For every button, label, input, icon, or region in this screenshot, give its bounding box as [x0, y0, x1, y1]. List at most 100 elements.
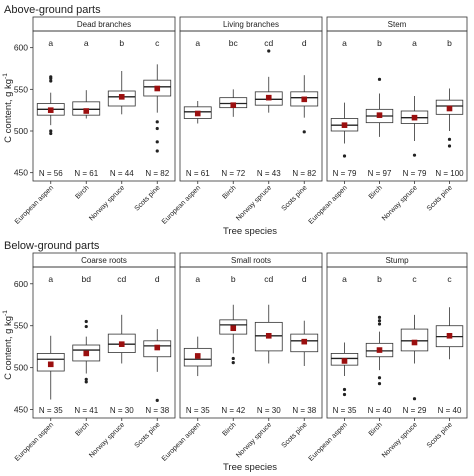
significance-letter: a — [48, 274, 53, 284]
sample-size-label: N = 82 — [292, 169, 316, 178]
significance-letter: a — [84, 38, 89, 48]
sample-size-label: N = 40 — [438, 406, 462, 415]
sample-size-label: N = 38 — [292, 406, 316, 415]
x-tick-label: Scots pine — [281, 184, 309, 212]
x-tick-label: European aspen — [14, 421, 55, 462]
y-axis-label-text: C content, g kg — [3, 79, 14, 143]
outlier-point — [155, 120, 159, 124]
x-tick-label: Birch — [74, 421, 90, 437]
outlier-point — [412, 397, 417, 401]
significance-letter: a — [342, 38, 347, 48]
sample-size-label: N = 35 — [333, 406, 357, 415]
mean-marker — [118, 341, 125, 347]
outlier-point — [84, 319, 88, 324]
sample-size-label: N = 97 — [368, 169, 392, 178]
x-tick-label: European aspen — [161, 184, 202, 225]
x-tick-label: Norway spruce — [381, 184, 419, 222]
sample-size-label: N = 30 — [110, 406, 134, 415]
panel-frame — [326, 30, 468, 182]
panel-strip-label: Stem — [388, 20, 407, 29]
sample-size-label: N = 79 — [333, 169, 357, 178]
box-european-aspen: a N = 35 European aspen — [308, 274, 359, 463]
chart-0: Above-ground parts C content, g kg-1 450 50… — [2, 4, 468, 237]
outlier-point — [49, 131, 53, 136]
panel-2: Stump a N = 35 European aspen b N = 40 Birch c N… — [308, 252, 468, 463]
y-axis-label-superscript: -1 — [2, 73, 9, 79]
x-tick-label: Scots pine — [134, 421, 162, 449]
outlier-point — [377, 319, 382, 323]
significance-letter: c — [155, 38, 160, 48]
sample-size-label: N = 56 — [39, 169, 63, 178]
x-tick-label: Birch — [368, 184, 384, 200]
y-tick-label: 450 — [14, 405, 28, 415]
x-tick-label: European aspen — [308, 421, 349, 462]
y-axis-label: C content, g kg-1 — [2, 310, 14, 380]
y-axis-label-text: C content, g kg — [3, 316, 14, 380]
panel-strip-label: Coarse roots — [81, 256, 127, 265]
sample-size-label: N = 43 — [257, 169, 281, 178]
box-norway-spruce: a N = 79 Norway spruce — [381, 38, 429, 222]
box-norway-spruce: cd N = 30 Norway spruce — [235, 274, 283, 459]
y-axis-label-superscript: -1 — [2, 310, 9, 316]
outlier-point — [84, 324, 88, 329]
x-tick-label: Scots pine — [281, 421, 309, 449]
mean-marker — [265, 332, 272, 339]
mean-marker — [376, 112, 383, 118]
mean-marker — [194, 353, 201, 359]
outlier-point — [84, 380, 88, 384]
mean-marker — [376, 347, 383, 353]
box-birch: b N = 40 Birch — [365, 274, 394, 438]
x-axis-label: Tree species — [223, 462, 277, 473]
outlier-point — [49, 129, 53, 133]
significance-letter: d — [155, 274, 160, 284]
box-scots-pine: b N = 100 Scots pine — [426, 38, 464, 213]
outlier-point — [231, 361, 235, 365]
significance-letter: d — [302, 274, 307, 284]
significance-letter: a — [412, 38, 417, 48]
mean-marker — [411, 114, 418, 121]
x-tick-label: Birch — [221, 184, 237, 200]
significance-letter: bc — [229, 38, 239, 48]
sample-size-label: N = 61 — [186, 169, 210, 178]
y-tick-label: 500 — [14, 363, 28, 373]
x-tick-label: Norway spruce — [88, 184, 126, 222]
sample-size-label: N = 100 — [435, 169, 464, 178]
box-norway-spruce: c N = 29 Norway spruce — [381, 274, 429, 459]
sample-size-label: N = 61 — [74, 169, 98, 178]
sample-size-label: N = 72 — [221, 169, 245, 178]
outlier-point — [342, 154, 347, 158]
outlier-point — [231, 356, 235, 361]
sample-size-label: N = 29 — [403, 406, 427, 415]
y-tick-label: 550 — [14, 321, 28, 331]
sample-size-label: N = 42 — [221, 406, 245, 415]
chart-1: Below-ground parts C content, g kg-1 450 50… — [2, 240, 468, 473]
significance-letter: a — [195, 38, 200, 48]
outlier-point — [267, 49, 271, 53]
mean-marker — [301, 96, 308, 103]
significance-letter: b — [377, 38, 382, 48]
outlier-point — [412, 153, 417, 157]
significance-letter: b — [119, 38, 124, 48]
outlier-point — [377, 315, 382, 319]
mean-marker — [118, 94, 125, 100]
outlier-point — [377, 382, 382, 386]
mean-marker — [230, 325, 237, 332]
significance-letter: a — [195, 274, 200, 284]
box-european-aspen: a N = 61 European aspen — [161, 38, 212, 226]
sample-size-label: N = 44 — [110, 169, 134, 178]
sample-size-label: N = 38 — [145, 406, 169, 415]
outlier-point — [302, 130, 306, 134]
mean-marker — [446, 105, 453, 112]
significance-letter: d — [302, 38, 307, 48]
outlier-point — [49, 75, 53, 79]
y-tick-label: 450 — [14, 168, 28, 178]
significance-letter: cd — [117, 274, 126, 284]
outlier-point — [377, 376, 382, 380]
x-tick-label: European aspen — [161, 421, 202, 462]
significance-letter: cd — [264, 274, 273, 284]
x-tick-label: Birch — [221, 421, 237, 437]
panel-frame — [179, 266, 323, 419]
panel-1: Living branches a N = 61 European aspen bc N … — [161, 16, 323, 226]
mean-marker — [194, 110, 201, 117]
box-birch: bd N = 41 Birch — [72, 274, 101, 438]
